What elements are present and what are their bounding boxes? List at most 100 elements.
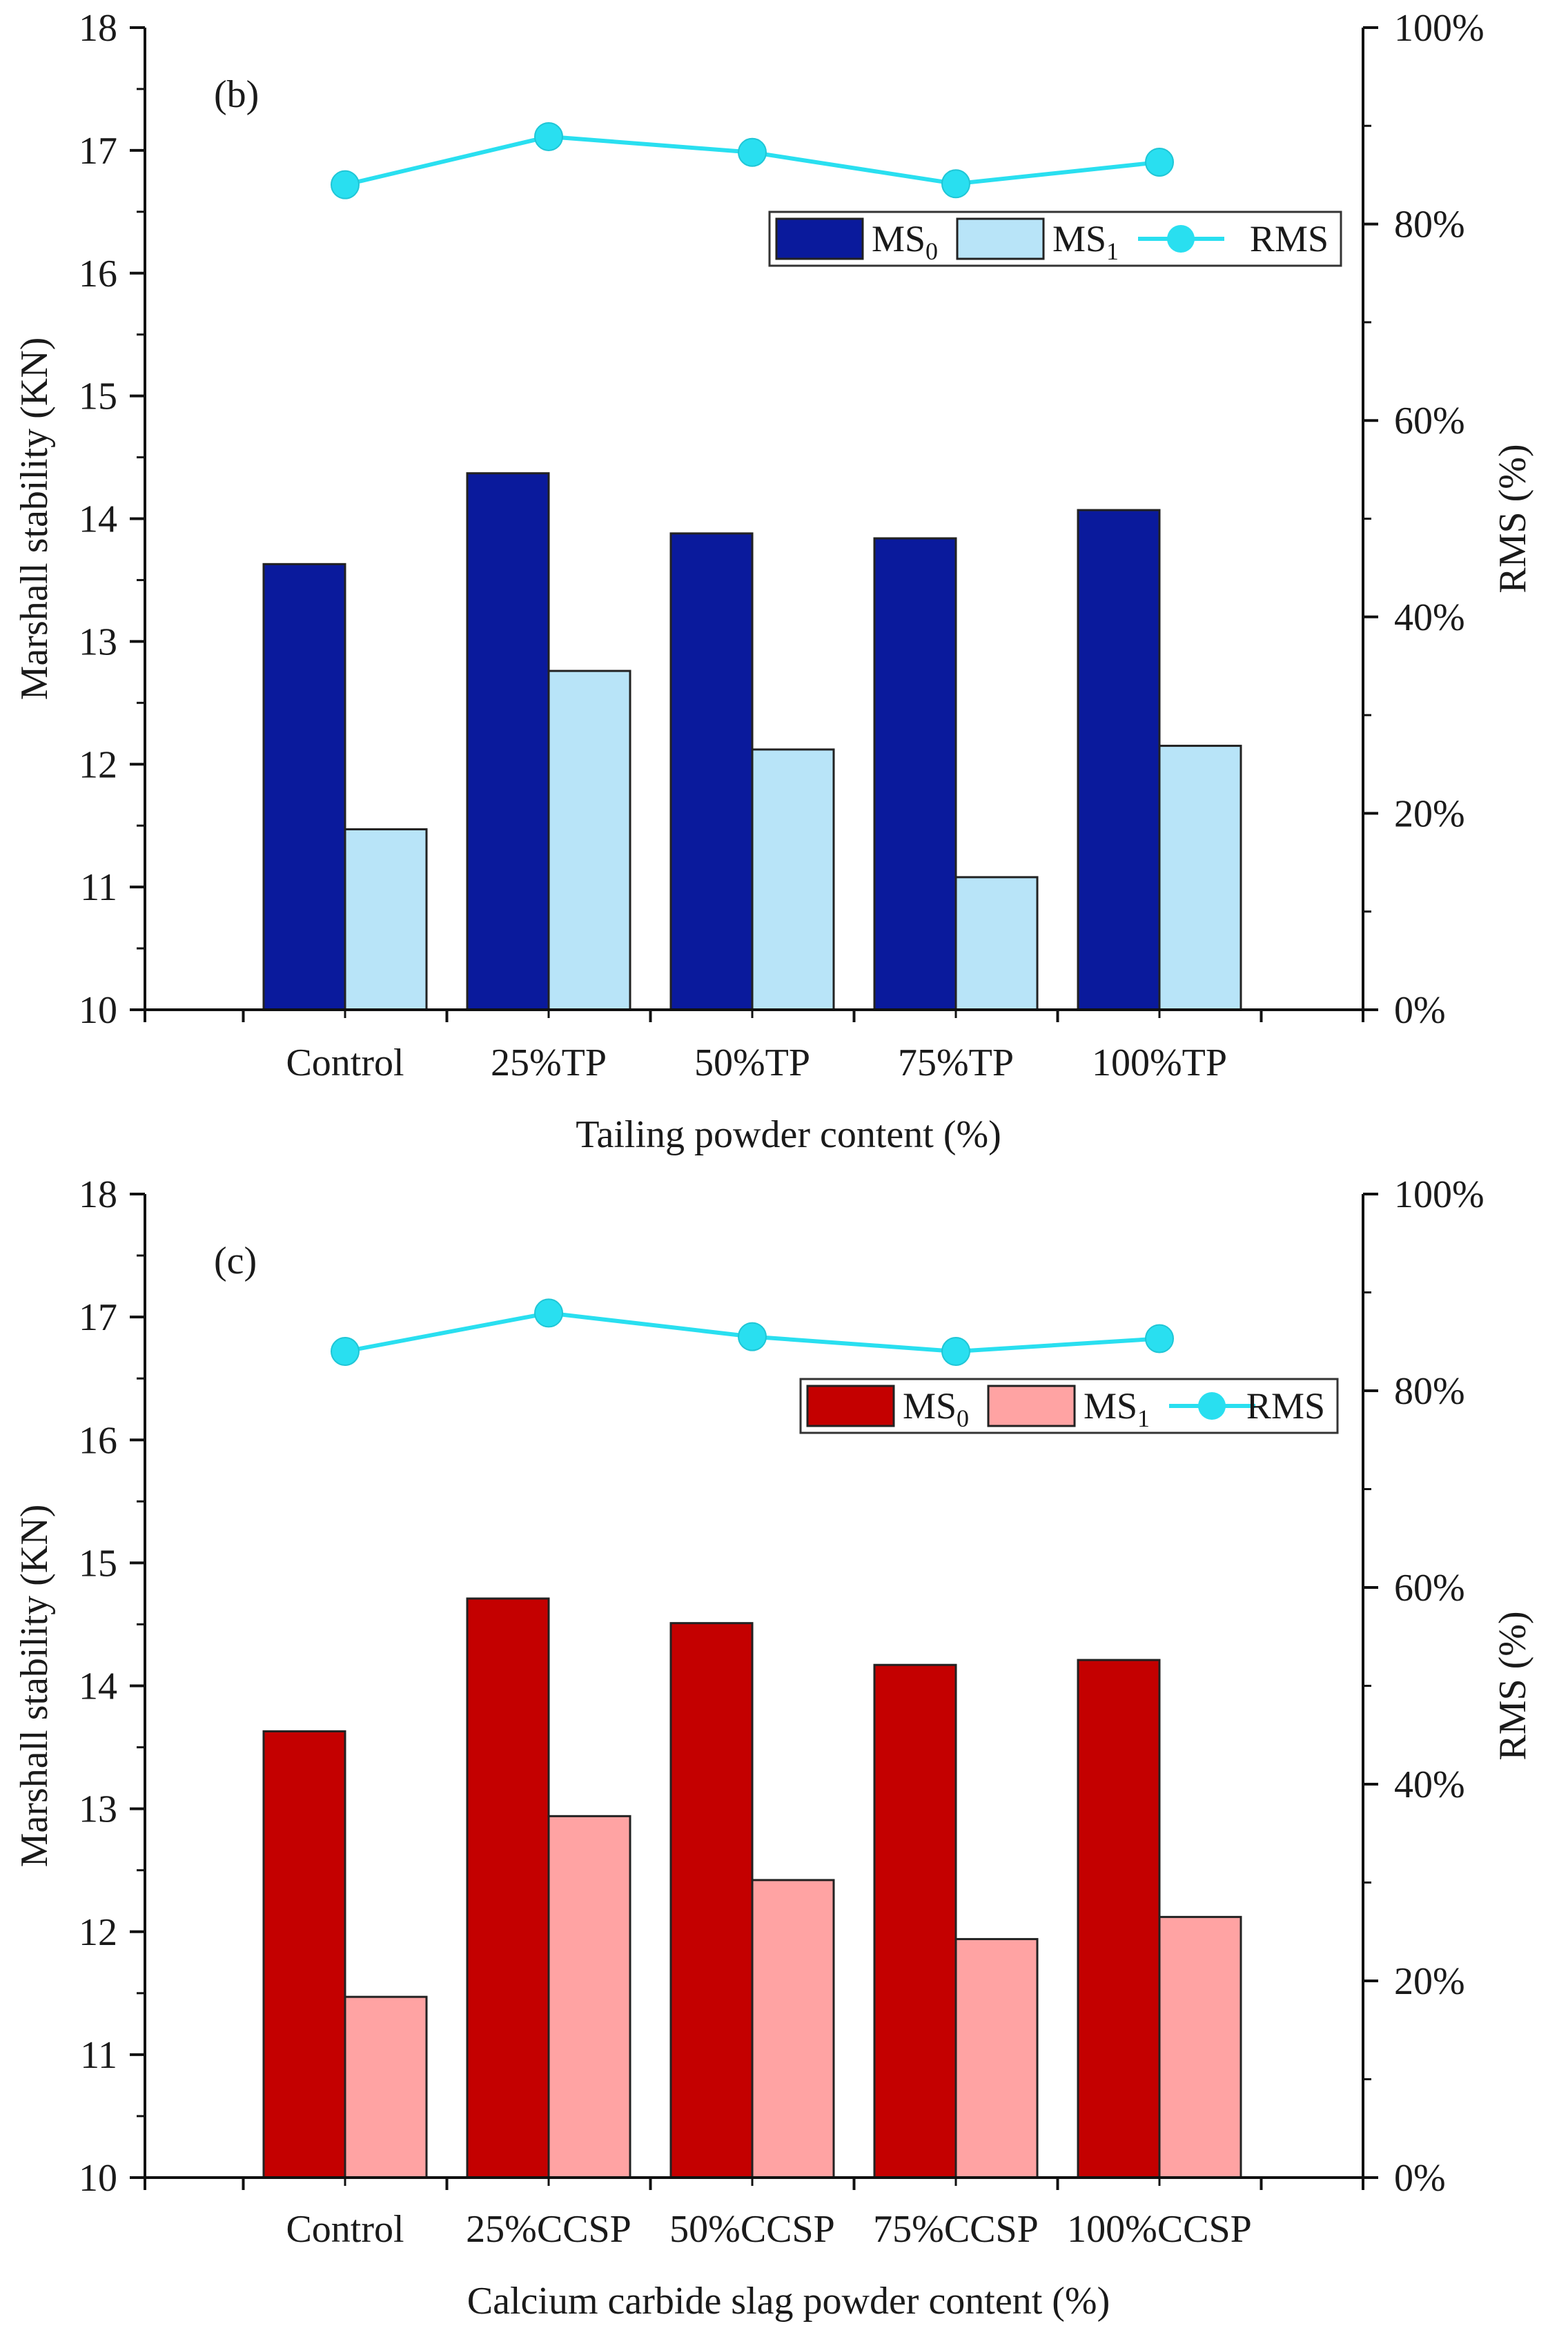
y-tick-label: 11 — [80, 866, 117, 909]
y2-tick-label: 0% — [1394, 989, 1446, 1032]
y2-tick-label: 100% — [1394, 1173, 1484, 1216]
y2-axis-title: RMS (%) — [1491, 444, 1534, 593]
y-tick-label: 10 — [79, 989, 117, 1032]
y2-tick-label: 60% — [1394, 1567, 1465, 1610]
bar-ms1-2 — [751, 748, 835, 1011]
y-axis-title: Marshall stability (KN) — [13, 338, 56, 701]
bar-ms0-1 — [466, 1597, 550, 2179]
chart-panel-1: 1011121314151617180%20%40%60%80%100%Cont… — [13, 1173, 1534, 2323]
bar-ms1-3 — [954, 1937, 1039, 2179]
bar-ms1-4 — [1158, 745, 1242, 1011]
y2-tick-label: 80% — [1394, 204, 1465, 246]
y2-axis-title: RMS (%) — [1491, 1611, 1534, 1760]
x-tick-label: 100%CCSP — [1067, 2208, 1252, 2251]
bar-ms0-4 — [1077, 509, 1161, 1011]
rms-point-0 — [331, 170, 360, 199]
y-tick-label: 17 — [79, 1296, 117, 1339]
y2-tick-label: 0% — [1394, 2157, 1446, 2200]
rms-point-2 — [738, 137, 767, 167]
x-tick-label: 50%TP — [694, 1042, 810, 1084]
bar-ms0-3 — [873, 537, 957, 1011]
rms-point-3 — [941, 1337, 970, 1366]
rms-point-1 — [534, 121, 563, 151]
bar-ms1-0 — [344, 828, 428, 1011]
legend-label-ms0: MS0 — [903, 1385, 969, 1432]
legend-name: MS — [1052, 218, 1106, 260]
legend-subscript: 1 — [1137, 1405, 1150, 1432]
rms-point-0 — [331, 1337, 360, 1366]
rms-point-3 — [941, 169, 970, 199]
legend-name: MS — [1084, 1385, 1137, 1427]
x-tick-label: 25%CCSP — [466, 2208, 631, 2251]
y-tick-label: 13 — [79, 1788, 117, 1831]
bar-ms1-2 — [751, 1879, 835, 2179]
y-tick-label: 18 — [79, 7, 117, 50]
y2-tick-label: 20% — [1394, 1960, 1465, 2003]
legend-swatch-ms0 — [806, 1385, 895, 1427]
x-tick-label: 25%TP — [491, 1042, 607, 1084]
legend-label-ms1: MS1 — [1052, 218, 1119, 265]
y-tick-label: 15 — [79, 1542, 117, 1585]
legend-swatch-ms1 — [956, 217, 1045, 260]
y-tick-label: 14 — [79, 1665, 117, 1708]
y-tick-label: 17 — [79, 130, 117, 173]
legend: MS0 MS1 RMS — [768, 211, 1342, 267]
y-tick-label: 10 — [79, 2157, 117, 2200]
x-tick-label: 75%TP — [898, 1042, 1014, 1084]
rms-point-1 — [534, 1298, 563, 1328]
y-tick-label: 16 — [79, 1419, 117, 1462]
y2-tick-label: 40% — [1394, 596, 1465, 639]
y2-tick-label: 20% — [1394, 792, 1465, 835]
legend-box — [768, 211, 1342, 267]
x-tick-label: Control — [286, 1042, 404, 1084]
y-axis-title: Marshall stability (KN) — [13, 1505, 56, 1868]
bar-ms0-4 — [1077, 1659, 1161, 2179]
legend-subscript: 0 — [957, 1405, 969, 1432]
x-axis-title: Tailing powder content (%) — [576, 1113, 1001, 1156]
y2-tick-label: 80% — [1394, 1370, 1465, 1413]
rms-point-4 — [1145, 147, 1174, 177]
bar-ms0-2 — [669, 532, 754, 1011]
y-tick-label: 12 — [79, 743, 117, 786]
y-tick-label: 18 — [79, 1173, 117, 1216]
legend-label-rms: RMS — [1246, 1385, 1325, 1427]
rms-point-2 — [738, 1322, 767, 1351]
legend-label-ms1: MS1 — [1084, 1385, 1150, 1432]
legend-label-ms0: MS0 — [872, 218, 938, 265]
panel-label: (b) — [214, 73, 259, 116]
x-tick-label: Control — [286, 2208, 404, 2251]
x-tick-label: 100%TP — [1092, 1042, 1227, 1084]
y2-tick-label: 100% — [1394, 7, 1484, 50]
legend-swatch-ms0 — [775, 217, 864, 260]
rms-point-4 — [1145, 1324, 1174, 1353]
legend-subscript: 1 — [1106, 237, 1119, 265]
bar-ms0-0 — [262, 1730, 346, 2179]
legend: MS0 MS1 RMS — [799, 1378, 1339, 1434]
x-tick-label: 75%CCSP — [873, 2208, 1039, 2251]
y-tick-label: 16 — [79, 253, 117, 295]
bar-ms1-3 — [954, 876, 1039, 1011]
bar-ms1-4 — [1158, 1915, 1242, 2179]
bar-ms0-3 — [873, 1663, 957, 2179]
y-tick-label: 11 — [80, 2034, 117, 2077]
y-tick-label: 15 — [79, 375, 117, 418]
panel-label: (c) — [214, 1240, 257, 1282]
legend-subscript: 0 — [925, 237, 938, 265]
bar-ms1-1 — [547, 669, 631, 1011]
legend-label-rms: RMS — [1250, 218, 1329, 260]
x-axis-title: Calcium carbide slag powder content (%) — [467, 2280, 1110, 2323]
y-tick-label: 12 — [79, 1911, 117, 1954]
legend-name: MS — [903, 1385, 957, 1427]
y-tick-label: 13 — [79, 620, 117, 663]
bar-ms1-1 — [547, 1815, 631, 2179]
legend-name: MS — [872, 218, 925, 260]
x-tick-label: 50%CCSP — [669, 2208, 835, 2251]
legend-swatch-rms-marker — [1198, 1392, 1226, 1420]
y2-tick-label: 60% — [1394, 400, 1465, 442]
bar-ms0-1 — [466, 472, 550, 1011]
bar-ms0-2 — [669, 1622, 754, 2179]
y-tick-label: 14 — [79, 498, 117, 541]
y2-tick-label: 40% — [1394, 1763, 1465, 1806]
legend-swatch-ms1 — [987, 1385, 1076, 1427]
